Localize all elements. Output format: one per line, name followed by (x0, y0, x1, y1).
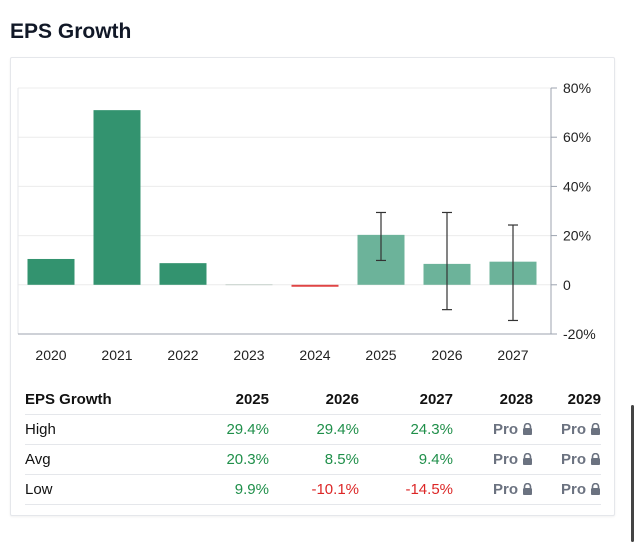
cell-text: Pro (560, 480, 586, 498)
header-year: 2026 (269, 384, 359, 415)
cell-text: -14.5% (405, 481, 453, 498)
estimate-value: 9.9% (165, 474, 269, 505)
bar-2023 (225, 284, 273, 286)
page-title: EPS Growth (10, 20, 132, 43)
cell-text: Pro (560, 450, 586, 468)
header-year: 2029 (533, 384, 601, 415)
cell-text: 9.4% (418, 451, 453, 468)
cell-text: Pro (492, 450, 518, 468)
eps-growth-card: 80% 60% 40% 20% 0 -20% 2020 2021 2022 2023 2024 202… (10, 57, 615, 516)
bar-2020 (27, 258, 75, 285)
cell-text: 20.3% (226, 451, 269, 468)
row-label: High (25, 414, 165, 445)
cell-text: Pro (492, 420, 518, 438)
x-tick-label: 2026 (431, 347, 462, 363)
y-tick-label: 40% (563, 178, 591, 194)
cell-text: -10.1% (311, 481, 359, 498)
eps-growth-chart: 80% 60% 40% 20% 0 -20% 2020 2021 2022 2023 2024 202… (17, 80, 596, 363)
header-label: EPS Growth (25, 384, 165, 415)
x-tick-label: 2025 (365, 347, 396, 363)
lock-icon (522, 482, 533, 499)
estimate-value: 8.5% (269, 444, 359, 475)
y-tick-label: 80% (563, 80, 591, 96)
x-tick-label: 2020 (35, 347, 66, 363)
cell-text: 9.9% (234, 481, 269, 498)
cell-text: 29.4% (226, 421, 269, 438)
y-tick-label: 60% (563, 129, 591, 145)
table-row: High 29.4% 29.4% 24.3% Pro Pro (25, 414, 601, 445)
estimate-value: 29.4% (269, 414, 359, 445)
cell-text: 29.4% (316, 421, 359, 438)
row-label: Avg (25, 444, 165, 475)
lock-icon (590, 452, 601, 469)
lock-icon (590, 482, 601, 499)
cell-text: Pro (492, 480, 518, 498)
x-tick-label: 2023 (233, 347, 264, 363)
scrollbar[interactable] (631, 405, 634, 542)
pro-locked-cell[interactable]: Pro (453, 444, 533, 475)
y-tick-label: 20% (563, 228, 591, 244)
x-tick-label: 2024 (299, 347, 330, 363)
header-year: 2025 (165, 384, 269, 415)
estimate-value: 29.4% (165, 414, 269, 445)
estimates-table: EPS Growth 2025 2026 2027 2028 2029 High… (25, 384, 601, 505)
x-tick-label: 2022 (167, 347, 198, 363)
x-tick-label: 2027 (497, 347, 528, 363)
table-row: Low 9.9% -10.1% -14.5% Pro Pro (25, 474, 601, 505)
table-header-row: EPS Growth 2025 2026 2027 2028 2029 (25, 384, 601, 415)
estimate-value: 24.3% (359, 414, 453, 445)
pro-locked-cell[interactable]: Pro (453, 414, 533, 445)
lock-icon (522, 422, 533, 439)
cell-text: Pro (560, 420, 586, 438)
lock-icon (590, 422, 601, 439)
estimate-value: 9.4% (359, 444, 453, 475)
bar-2021 (93, 110, 141, 285)
row-label: Low (25, 474, 165, 505)
pro-locked-cell[interactable]: Pro (533, 414, 601, 445)
table-row: Avg 20.3% 8.5% 9.4% Pro Pro (25, 444, 601, 475)
cell-text: 24.3% (410, 421, 453, 438)
x-tick-label: 2021 (101, 347, 132, 363)
estimate-value: -10.1% (269, 474, 359, 505)
pro-locked-cell[interactable]: Pro (453, 474, 533, 505)
bar-2024 (291, 284, 339, 287)
pro-locked-cell[interactable]: Pro (533, 474, 601, 505)
header-year: 2027 (359, 384, 453, 415)
lock-icon (522, 452, 533, 469)
cell-text: 8.5% (324, 451, 359, 468)
y-tick-label: -20% (563, 326, 596, 342)
bar-2022 (159, 263, 207, 285)
pro-locked-cell[interactable]: Pro (533, 444, 601, 475)
estimate-value: 20.3% (165, 444, 269, 475)
header-year: 2028 (453, 384, 533, 415)
estimate-value: -14.5% (359, 474, 453, 505)
y-tick-label: 0 (563, 277, 571, 293)
